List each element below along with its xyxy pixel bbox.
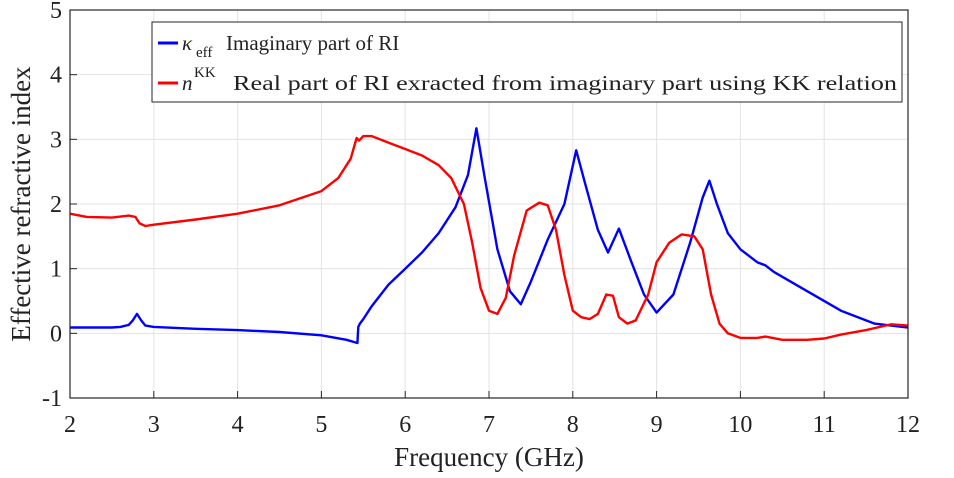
legend-label-nkk: Real part of RI exracted from imaginary … [233, 71, 898, 95]
x-axis-label: Frequency (GHz) [394, 442, 584, 472]
x-tick-label: 3 [148, 412, 160, 438]
y-tick-label: 5 [50, 0, 62, 24]
x-tick-label: 2 [64, 412, 76, 438]
x-tick-label: 6 [399, 412, 411, 438]
x-tick-label: 9 [651, 412, 663, 438]
legend-box [151, 21, 903, 103]
y-axis-label: Effective refractive index [6, 66, 36, 342]
x-tick-label: 7 [483, 412, 495, 438]
x-tick-label: 8 [567, 412, 579, 438]
legend-subscript-eff: eff [196, 45, 212, 61]
legend-symbol-kappa-main: κ [182, 31, 193, 55]
legend-label-kappa: Imaginary part of RI [226, 31, 399, 55]
y-tick-label: 2 [50, 192, 62, 218]
y-tick-label: 1 [50, 257, 62, 283]
x-tick-group: 2 3 4 5 6 7 8 9 10 11 12 [64, 391, 920, 438]
x-tick-label: 11 [813, 412, 836, 438]
y-tick-label: 0 [50, 321, 62, 347]
y-tick-label: 3 [50, 127, 62, 153]
y-tick-label: -1 [42, 386, 62, 412]
y-tick-label: 4 [50, 63, 62, 89]
x-tick-label: 5 [315, 412, 327, 438]
series-line-n-kk [69, 134, 909, 341]
y-tick-group: -1 0 1 2 3 4 5 [42, 0, 77, 412]
legend-symbol-kappa: κ [182, 31, 193, 55]
series-line-kappa-eff [70, 127, 909, 345]
legend-superscript-kk: KK [194, 65, 216, 81]
legend: κ eff Imaginary part of RI n KK Real par… [151, 21, 903, 103]
legend-symbol-n: n [182, 71, 193, 95]
series-group [69, 127, 909, 345]
x-tick-label: 12 [896, 412, 920, 438]
x-tick-label: 4 [232, 412, 244, 438]
x-tick-label: 10 [728, 412, 752, 438]
